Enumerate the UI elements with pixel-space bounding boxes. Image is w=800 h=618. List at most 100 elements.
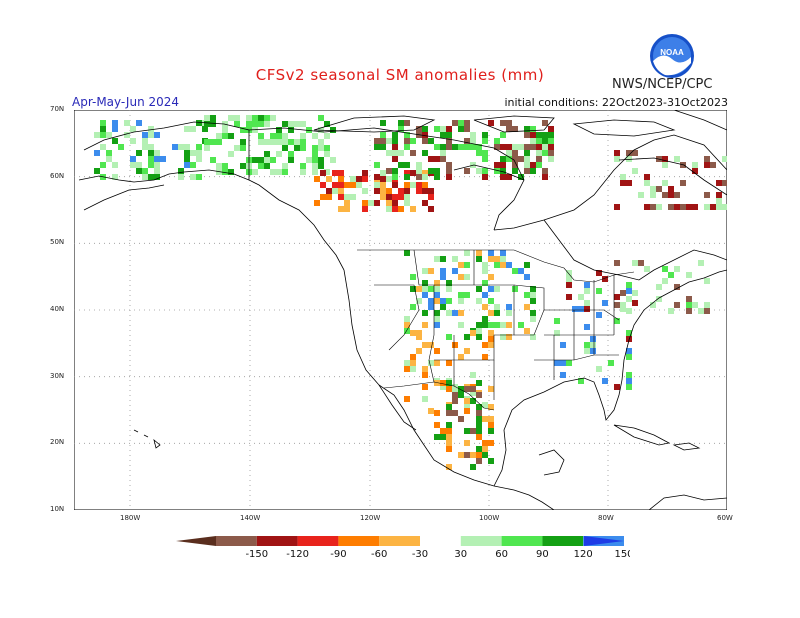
anomaly-cell	[686, 296, 692, 302]
anomaly-cell	[300, 169, 306, 175]
anomaly-cell	[476, 150, 482, 156]
anomaly-cell	[196, 150, 202, 156]
anomaly-cell	[536, 132, 542, 138]
anomaly-cell	[476, 428, 482, 434]
anomaly-cell	[240, 139, 246, 145]
anomaly-cell	[222, 163, 228, 169]
anomaly-cell	[488, 428, 494, 434]
anomaly-cell	[470, 390, 476, 396]
anomaly-cell	[500, 250, 506, 256]
anomaly-cell	[270, 139, 276, 145]
anomaly-cell	[614, 302, 620, 308]
anomaly-cell	[614, 156, 620, 162]
anomaly-cell	[410, 138, 416, 144]
anomaly-cell	[536, 150, 542, 156]
anomaly-cell	[548, 144, 554, 150]
anomaly-cell	[398, 206, 404, 212]
anomaly-cell	[668, 186, 674, 192]
anomaly-cell	[222, 169, 228, 175]
anomaly-cell	[530, 126, 536, 132]
agency-label: NWS/NCEP/CPC	[612, 77, 713, 92]
anomaly-cell	[566, 276, 572, 282]
anomaly-cell	[530, 162, 536, 168]
anomaly-cell	[476, 322, 482, 328]
anomaly-cell	[202, 126, 208, 132]
anomaly-cell	[410, 354, 416, 360]
anomaly-cell	[536, 162, 542, 168]
map-title: CFSv2 seasonal SM anomalies (mm)	[255, 66, 545, 84]
color-legend: -150 -120 -90 -60 -30 30 60 90 120 150	[176, 536, 630, 559]
anomaly-cell	[524, 262, 530, 268]
anomaly-cell	[332, 188, 338, 194]
anomaly-cell	[680, 180, 686, 186]
anomaly-cell	[584, 288, 590, 294]
anomaly-cell	[130, 162, 136, 168]
anomaly-cell	[100, 120, 106, 126]
anomaly-cell	[542, 120, 548, 126]
anomaly-cell	[386, 168, 392, 174]
anomaly-cell	[338, 188, 344, 194]
anomaly-cell	[482, 280, 488, 286]
anomaly-cell	[458, 322, 464, 328]
anomaly-cell	[632, 260, 638, 266]
anomaly-cell	[602, 276, 608, 282]
anomaly-cell	[614, 294, 620, 300]
anomaly-cell	[300, 121, 306, 127]
svg-text:NOAA: NOAA	[660, 48, 684, 57]
anomaly-cell	[148, 156, 154, 162]
lon-label-80W: 80W	[598, 514, 614, 522]
anomaly-cell	[326, 188, 332, 194]
anomaly-cell	[362, 188, 368, 194]
anomaly-cell	[404, 132, 410, 138]
anomaly-cell	[482, 168, 488, 174]
anomaly-cell	[392, 200, 398, 206]
anomaly-cell	[428, 268, 434, 274]
anomaly-cell	[422, 280, 428, 286]
anomaly-cell	[482, 446, 488, 452]
anomaly-cell	[404, 120, 410, 126]
anomaly-cell	[476, 416, 482, 422]
anomaly-cell	[548, 156, 554, 162]
anomaly-cell	[416, 188, 422, 194]
anomaly-cell	[476, 286, 482, 292]
anomaly-cell	[626, 348, 632, 354]
anomaly-cell	[626, 282, 632, 288]
anomaly-cell	[404, 138, 410, 144]
anomaly-cell	[320, 194, 326, 200]
anomaly-cell	[184, 150, 190, 156]
anomaly-cell	[674, 192, 680, 198]
anomaly-cell	[500, 334, 506, 340]
anomaly-cell	[542, 132, 548, 138]
anomaly-cell	[300, 139, 306, 145]
anomaly-cell	[470, 428, 476, 434]
anomaly-cell	[148, 162, 154, 168]
anomaly-cell	[312, 151, 318, 157]
anomaly-cell	[204, 121, 210, 127]
anomaly-cell	[506, 304, 512, 310]
anomaly-cell	[178, 144, 184, 150]
lon-label-180W: 180W	[120, 514, 141, 522]
anomaly-cell	[142, 168, 148, 174]
anomaly-cell	[464, 408, 470, 414]
anomaly-cell	[650, 186, 656, 192]
anomaly-cell	[428, 298, 434, 304]
anomaly-cell	[530, 168, 536, 174]
anomaly-cell	[692, 204, 698, 210]
anomaly-cell	[458, 298, 464, 304]
legend-bin-bin8	[542, 536, 584, 546]
anomaly-cell	[482, 138, 488, 144]
anomaly-cell	[710, 162, 716, 168]
anomaly-cell	[704, 278, 710, 284]
anomaly-cell	[410, 170, 416, 176]
anomaly-cell	[416, 174, 422, 180]
anomaly-cell	[404, 174, 410, 180]
anomaly-cell	[392, 174, 398, 180]
anomaly-cell	[428, 206, 434, 212]
forecast-season: Apr-May-Jun 2024	[72, 95, 180, 109]
anomaly-cell	[252, 157, 258, 163]
anomaly-cell	[154, 156, 160, 162]
anomaly-cell	[692, 302, 698, 308]
anomaly-cell	[416, 162, 422, 168]
anomaly-cell	[446, 310, 452, 316]
anomaly-cell	[210, 121, 216, 127]
